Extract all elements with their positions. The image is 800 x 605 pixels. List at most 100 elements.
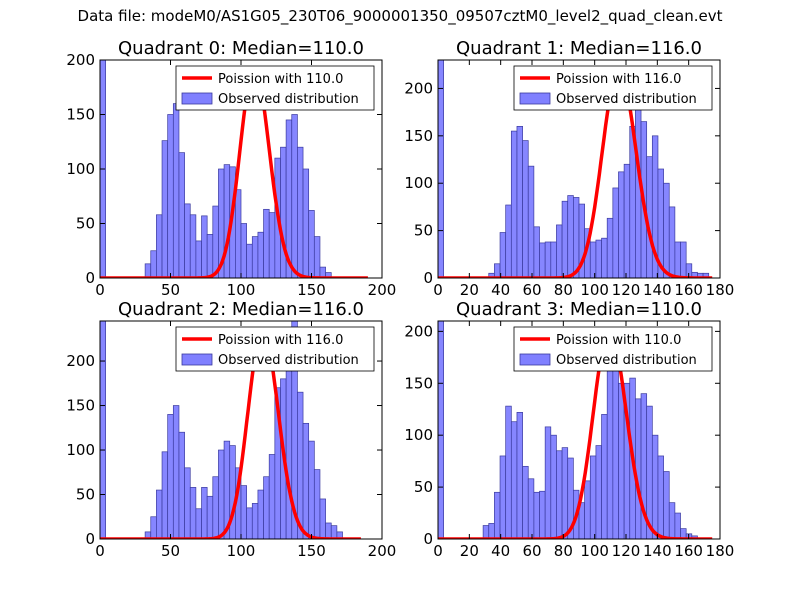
histogram-bar: [280, 146, 287, 278]
plot-area: [438, 321, 713, 539]
histogram-bar: [505, 405, 512, 539]
histogram-bar: [589, 455, 597, 539]
histogram-bar: [544, 241, 552, 278]
histogram-bar: [584, 480, 591, 539]
y-tick-label: 150: [404, 127, 433, 145]
histogram-bar: [685, 263, 693, 278]
histogram-bar: [308, 440, 315, 539]
histogram-bar: [302, 168, 310, 278]
histogram-bar: [150, 250, 157, 278]
y-tick-label: 0: [85, 269, 95, 287]
histogram-bar: [223, 164, 231, 278]
histogram-bar: [218, 449, 225, 539]
x-tick-label: 0: [433, 542, 443, 560]
x-tick-label: 0: [433, 281, 443, 299]
histogram-bar: [178, 431, 185, 539]
histogram-bar: [527, 165, 535, 278]
histogram-bar: [251, 236, 259, 278]
x-tick-label: 120: [612, 281, 641, 299]
histogram-bar: [663, 471, 670, 539]
x-tick-label: 140: [643, 542, 672, 560]
subplot-title: Quadrant 2: Median=116.0: [118, 299, 364, 320]
poisson-curve: [100, 66, 369, 278]
x-tick-label: 80: [554, 281, 573, 299]
histogram-bar: [601, 414, 608, 539]
histogram-bar: [606, 362, 614, 539]
y-tick-label: 50: [76, 215, 95, 233]
histogram-bar: [184, 203, 191, 278]
quadrant-3-panel: 0 20 40 60 80 100 120 140 160 180050100150200Quad…: [404, 299, 734, 560]
histogram-bar: [156, 489, 163, 539]
histogram-bar: [522, 140, 529, 278]
histogram-bar: [212, 476, 219, 539]
y-tick-label: 0: [423, 530, 433, 548]
legend-label-poisson: Poission with 110.0: [556, 333, 681, 348]
histogram-bar: [144, 263, 152, 278]
subplot-title: Quadrant 3: Median=110.0: [456, 299, 702, 320]
x-tick-label: 100: [227, 542, 256, 560]
histogram-bar: [527, 478, 535, 539]
quadrant-1-panel: 0 20 40 60 80 100 120 140 160 180050100150200Quad…: [404, 38, 734, 299]
histogram-bar: [550, 434, 557, 539]
histogram-bar: [494, 263, 501, 278]
y-tick-label: 150: [404, 374, 433, 392]
histogram-bar: [494, 491, 501, 539]
quadrant-0-panel: 0 50 100 150 200 0 50 100 150 200 Quadrant 0: Medi…: [66, 38, 396, 299]
legend-bar-swatch: [519, 353, 551, 366]
y-tick-label: 0: [423, 269, 433, 287]
x-tick-label: 80: [554, 542, 573, 560]
histogram-bar: [533, 226, 540, 278]
legend: Poission with 116.0 Observed distribution: [175, 326, 375, 372]
histogram-bar: [167, 414, 174, 539]
histogram-bar: [150, 516, 157, 539]
x-tick-label: 60: [522, 281, 541, 299]
x-tick-label: 150: [297, 542, 326, 560]
legend-label-poisson: Poission with 116.0: [556, 72, 681, 87]
histogram-bar: [235, 189, 242, 278]
histogram-bar: [313, 236, 321, 278]
legend-label-observed: Observed distribution: [218, 353, 359, 368]
histogram-bar: [257, 489, 264, 539]
x-tick-label: 180: [706, 281, 735, 299]
poisson-curve: [100, 327, 362, 539]
x-tick-label: 160: [674, 281, 703, 299]
legend-label-poisson: Poission with 110.0: [218, 72, 343, 87]
histogram-bar: [330, 525, 338, 539]
histogram-bar: [556, 224, 563, 278]
histogram-bar: [263, 208, 270, 278]
histogram-bar: [156, 214, 163, 278]
histogram-bar: [184, 467, 191, 539]
y-tick-label: 0: [85, 530, 95, 548]
histogram-bar: [657, 455, 664, 539]
histogram-bar: [336, 531, 343, 539]
subplot-title: Quadrant 1: Median=116.0: [456, 38, 702, 59]
y-tick-label: 200: [404, 322, 433, 340]
y-tick-label: 100: [66, 160, 95, 178]
histogram-bar: [618, 171, 625, 278]
histogram-bar: [206, 495, 214, 539]
histogram-bar: [516, 412, 523, 539]
histogram-bar: [285, 360, 293, 539]
histogram-bar: [201, 487, 208, 539]
histogram-bar: [268, 454, 276, 539]
y-tick-label: 200: [404, 79, 433, 97]
histogram-bar: [606, 217, 614, 278]
subplot-title: Quadrant 0: Median=110.0: [118, 38, 364, 59]
y-tick-label: 50: [414, 478, 433, 496]
histogram-bar: [167, 114, 174, 278]
histogram-bar: [195, 240, 202, 278]
legend-label-poisson: Poission with 116.0: [218, 333, 343, 348]
histogram-bar: [635, 398, 642, 539]
y-tick-label: 100: [404, 174, 433, 192]
histogram-bar: [201, 215, 208, 278]
x-tick-label: 180: [706, 542, 735, 560]
histogram-bar: [291, 114, 298, 278]
figure-title: Data file: modeM0/AS1G05_230T06_90000013…: [77, 7, 723, 25]
plot-area: [100, 60, 369, 278]
histogram-bar: [567, 195, 574, 278]
histogram-bar: [240, 485, 247, 539]
y-tick-label: 100: [66, 441, 95, 459]
x-tick-label: 0: [95, 281, 105, 299]
histogram-bar: [482, 525, 490, 539]
histogram-bar: [668, 502, 676, 539]
